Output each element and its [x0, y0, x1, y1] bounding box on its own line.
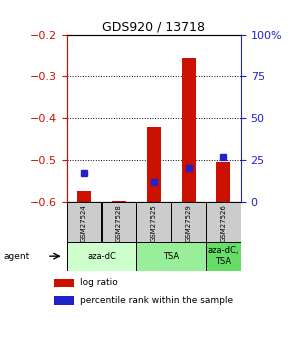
Text: GSM27529: GSM27529	[186, 204, 191, 242]
Bar	[67, 202, 102, 242]
Bar	[112, 201, 126, 202]
Bar	[77, 191, 91, 202]
Bar	[206, 202, 241, 242]
Bar	[67, 241, 136, 271]
Text: GSM27524: GSM27524	[81, 204, 87, 241]
Bar	[136, 241, 206, 271]
Bar	[54, 296, 74, 305]
Bar	[136, 202, 171, 242]
Text: TSA: TSA	[163, 252, 179, 261]
Text: aza-dC,
TSA: aza-dC, TSA	[208, 246, 239, 266]
Title: GDS920 / 13718: GDS920 / 13718	[102, 20, 205, 33]
Bar	[171, 202, 206, 242]
Text: GSM27528: GSM27528	[116, 204, 122, 242]
Bar	[102, 202, 136, 242]
Text: agent: agent	[3, 252, 29, 261]
Text: log ratio: log ratio	[80, 278, 118, 287]
Bar	[181, 58, 196, 202]
Text: GSM27526: GSM27526	[221, 204, 226, 242]
Bar	[216, 162, 230, 202]
Text: GSM27525: GSM27525	[151, 204, 157, 241]
Text: aza-dC: aza-dC	[87, 252, 116, 261]
Bar	[54, 279, 74, 287]
Bar	[206, 241, 241, 271]
Bar	[147, 127, 161, 202]
Text: percentile rank within the sample: percentile rank within the sample	[80, 296, 233, 305]
